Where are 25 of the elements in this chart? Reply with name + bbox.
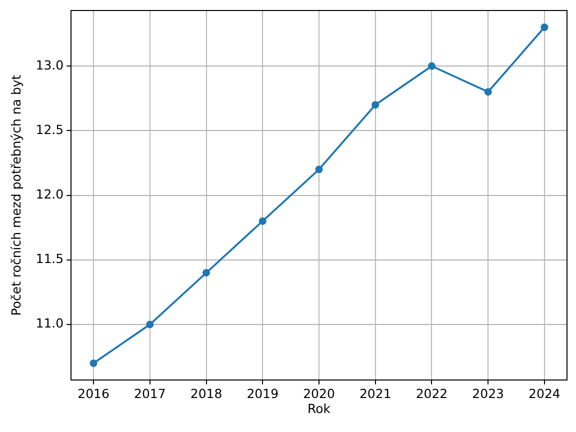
- x-tick-label: 2018: [190, 386, 222, 402]
- point: [202, 269, 210, 277]
- y-tick-label: 13.0: [36, 57, 64, 72]
- point: [315, 166, 323, 174]
- y-tick-label: 12.0: [36, 186, 64, 202]
- y-tick-label: 12.5: [36, 122, 64, 137]
- x-tick-label: 2017: [134, 386, 166, 402]
- x-axis-title: Rok: [307, 400, 332, 416]
- point: [484, 88, 492, 96]
- y-tick-label: 11.5: [36, 251, 64, 266]
- y-tick-label: 11.0: [36, 316, 64, 331]
- x-tick-label: 2020: [303, 386, 335, 402]
- x-tick-label: 2021: [359, 386, 392, 402]
- x-tick-label: 2019: [246, 386, 279, 402]
- y-axis-title: Počet ročních mezd potřebných na byt: [8, 74, 24, 316]
- point: [258, 217, 266, 225]
- point: [90, 359, 98, 367]
- x-tick-label: 2023: [472, 386, 504, 402]
- x-tick-label: 2016: [78, 386, 110, 402]
- point: [146, 320, 154, 328]
- point: [428, 62, 436, 70]
- point: [372, 101, 380, 109]
- point: [540, 24, 548, 32]
- x-tick-label: 2022: [416, 386, 448, 402]
- x-tick-label: 2024: [528, 386, 560, 402]
